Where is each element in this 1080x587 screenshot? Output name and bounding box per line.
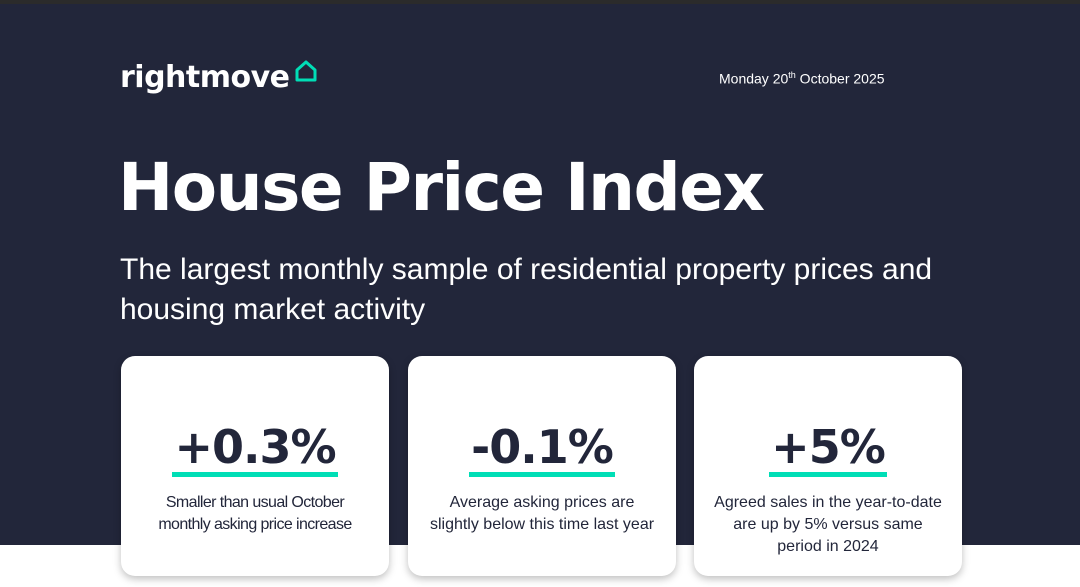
stat-value-wrapper: +0.3% [121,422,389,477]
page-subtitle: The largest monthly sample of residentia… [120,253,933,326]
rightmove-logo[interactable]: rightmove [120,56,319,100]
logo-wordmark: rightmove [120,60,290,95]
page-title: House Price Index [118,149,765,226]
stat-description: Smaller than usual October monthly askin… [158,494,352,533]
stat-value-wrapper: +5% [694,422,962,477]
stat-card-monthly-change: +0.3% Smaller than usual October monthly… [121,356,389,576]
report-date: Monday 20th October 2025 [719,70,885,87]
stat-value: +5% [769,422,887,477]
stat-description: Agreed sales in the year-to-date are up … [714,494,942,555]
stat-value: -0.1% [469,422,615,477]
top-strip [0,0,1080,4]
stat-card-annual-change: -0.1% Average asking prices are slightly… [408,356,676,576]
house-outline-icon [295,60,317,82]
stat-value-wrapper: -0.1% [408,422,676,477]
stat-value: +0.3% [172,422,338,477]
stat-card-agreed-sales: +5% Agreed sales in the year-to-date are… [694,356,962,576]
stat-description: Average asking prices are slightly below… [429,494,655,533]
